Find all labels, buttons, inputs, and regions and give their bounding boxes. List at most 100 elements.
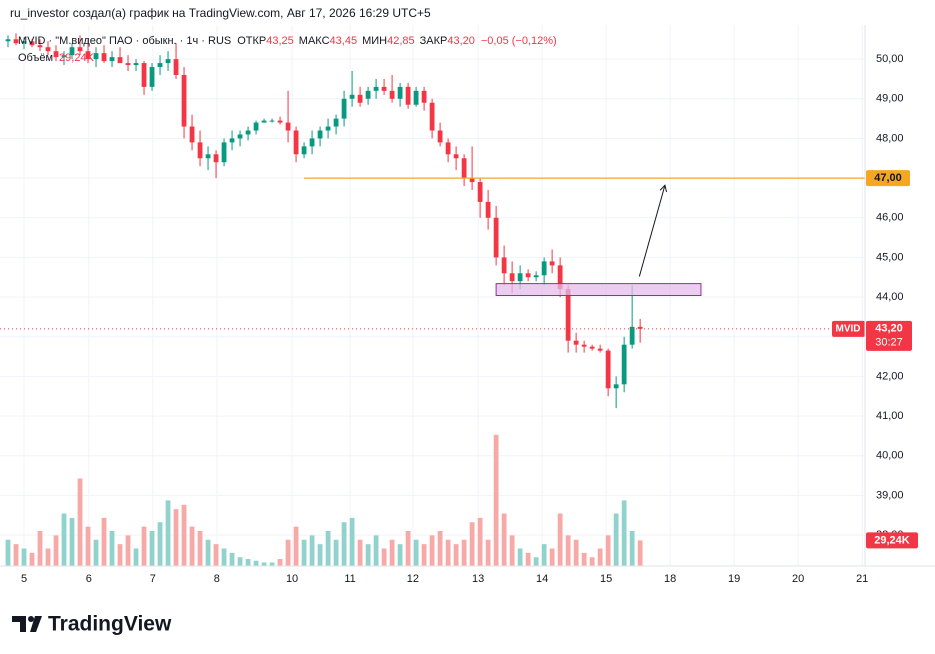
candle-body (573, 340, 579, 345)
candle-body (349, 94, 355, 99)
volume-bar (37, 531, 43, 566)
volume-bar (229, 552, 235, 566)
volume-bar (517, 548, 523, 566)
y-tick-label: 44,00 (876, 291, 904, 303)
last-price-box (866, 320, 912, 351)
candle-body (77, 47, 83, 52)
ohlc-label: МАКС (299, 35, 330, 47)
volume-bar (277, 559, 283, 566)
candle-body (437, 130, 443, 143)
last-volume-label: 29,24K (874, 534, 910, 546)
volume-bar (597, 548, 603, 566)
volume-bar (221, 548, 227, 566)
volume-bar (173, 509, 179, 566)
x-tick-label: 8 (214, 573, 220, 585)
x-tick-label: 20 (792, 573, 804, 585)
candle-body (61, 55, 67, 58)
volume-bar (213, 544, 219, 566)
volume-bar (397, 544, 403, 566)
candle-body (605, 350, 611, 389)
grid (0, 25, 865, 566)
volume-bar (621, 500, 627, 566)
volume-bar (293, 526, 299, 566)
candle-body (213, 154, 219, 163)
volume-bar (493, 434, 499, 566)
candle-body (237, 134, 243, 139)
candle-body (373, 86, 379, 91)
candle-body (101, 53, 107, 62)
volume-bar (589, 557, 595, 566)
candle-body (181, 74, 187, 127)
volume-bar (157, 522, 163, 566)
candle-body (493, 217, 499, 258)
volume-bar (5, 539, 11, 566)
candle-body (421, 90, 427, 103)
y-tick-label: 50,00 (876, 53, 904, 65)
volume-bar (629, 531, 635, 566)
candle-body (621, 344, 627, 385)
candle-body (109, 57, 115, 62)
candle-body (445, 142, 451, 155)
x-tick-label: 18 (664, 573, 676, 585)
candle-body (597, 348, 603, 351)
volume-bar (261, 562, 267, 566)
volume-bar (149, 531, 155, 566)
volume-bar (133, 548, 139, 566)
candle-body (469, 178, 475, 183)
candle-body (341, 98, 347, 119)
candle-body (333, 118, 339, 127)
symbol-tag: MVID (836, 323, 861, 334)
x-tick-label: 10 (286, 573, 298, 585)
ohlc-label: ОТКР (237, 35, 266, 47)
volume-bar (437, 531, 443, 566)
candle-body (5, 39, 11, 42)
candle-body (37, 45, 43, 48)
volume-bar (13, 544, 19, 566)
volume-bar (389, 539, 395, 566)
countdown: 30:27 (875, 337, 903, 349)
ohlc-value: 43,25 (266, 35, 294, 47)
volume-bar (205, 539, 211, 566)
volume-bar (109, 531, 115, 566)
volume-bar (325, 531, 331, 566)
candle-body (245, 130, 251, 135)
volume-bar (637, 540, 643, 566)
volume-bar (117, 544, 123, 566)
volume-bar (549, 548, 555, 566)
candle-body (405, 86, 411, 105)
volume-bar (381, 548, 387, 566)
volume-bar (141, 526, 147, 566)
header-title: ru_investor создал(а) график на TradingV… (10, 6, 431, 20)
candle-body (93, 53, 99, 60)
hline-price-label: 47,00 (874, 172, 902, 184)
volume-bar (285, 539, 291, 566)
y-tick-label: 39,00 (876, 489, 904, 501)
candle-body (157, 63, 163, 68)
candle-body (357, 94, 363, 103)
volume-bar (573, 539, 579, 566)
candle-body (549, 261, 555, 266)
volume-bar (309, 535, 315, 566)
candle-body (317, 130, 323, 139)
candle-body (117, 57, 123, 64)
candle-body (413, 90, 419, 105)
volume-bar (405, 531, 411, 566)
y-tick-label: 41,00 (876, 410, 904, 422)
candle-body (21, 41, 27, 44)
x-tick-label: 19 (728, 573, 740, 585)
volume-bar (613, 513, 619, 566)
candle-body (365, 90, 371, 99)
logo: TradingView (12, 613, 172, 636)
candle-body (557, 265, 563, 290)
ohlc-label: ЗАКР (420, 35, 448, 47)
candles (5, 33, 643, 409)
candle-body (389, 90, 395, 99)
volume-label: Объём (18, 52, 53, 64)
volume-bar (453, 544, 459, 566)
candle-body (509, 273, 515, 282)
volume-bar (317, 544, 323, 566)
candle-body (325, 126, 331, 131)
volume-bar (501, 513, 507, 566)
